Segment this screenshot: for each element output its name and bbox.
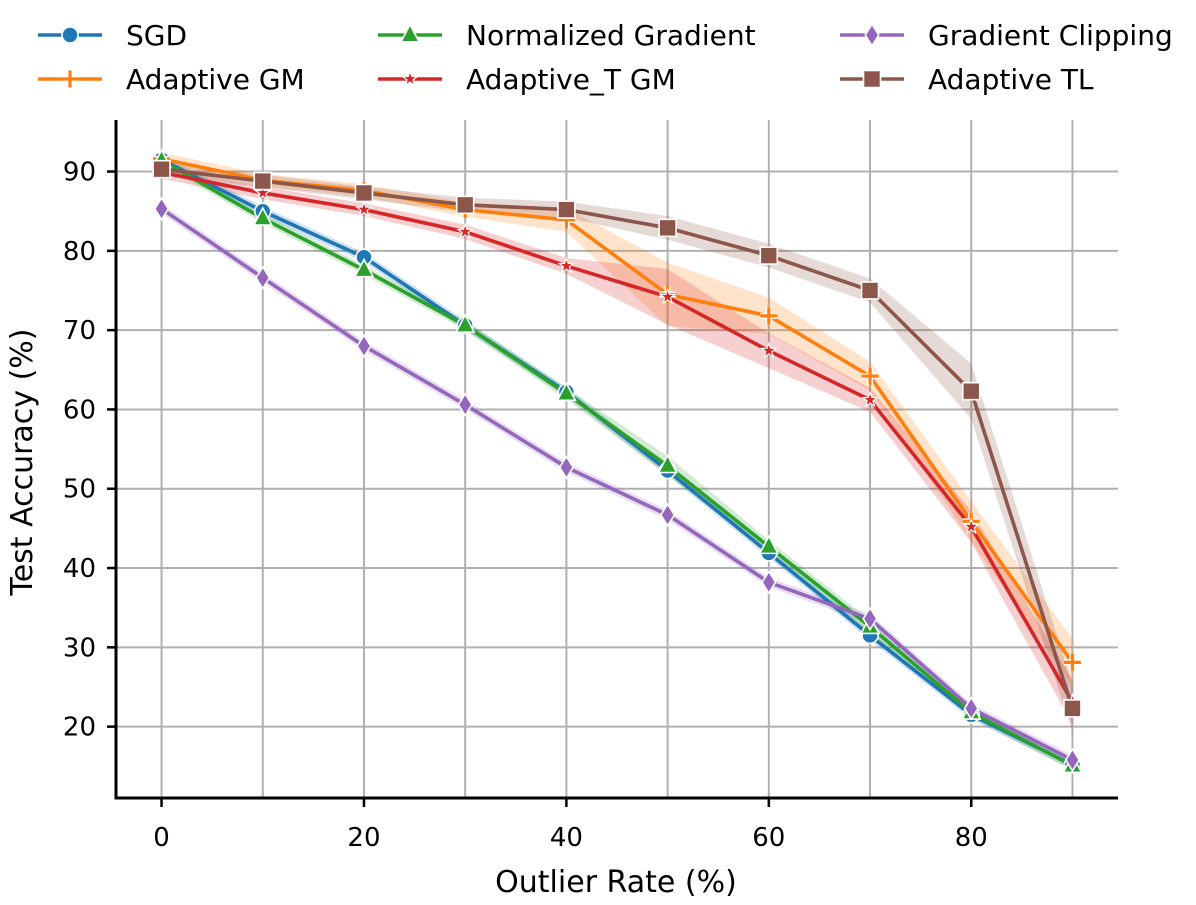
series-markers — [151, 148, 1083, 774]
point-adaptive-t-gm — [253, 183, 272, 201]
point-normalized-gradient — [252, 206, 274, 226]
point-normalized-gradient — [758, 534, 780, 555]
point-adaptive-tl — [354, 183, 374, 203]
point-gradient-clipping — [255, 265, 271, 291]
x-tick-label: 80 — [955, 823, 988, 853]
legend-label: Adaptive_T GM — [466, 63, 676, 96]
y-tick-label: 60 — [63, 395, 96, 425]
legend-swatch-marker — [864, 22, 880, 48]
x-tick-label: 0 — [153, 823, 170, 853]
point-adaptive-tl — [253, 171, 273, 191]
legend-item-gradient-clipping: Gradient Clipping — [840, 19, 1173, 52]
point-gradient-clipping — [963, 696, 979, 721]
y-axis-label: Test Accuracy (%) — [5, 328, 40, 596]
legend-item-sgd: SGD — [38, 19, 187, 52]
legend-label: Normalized Gradient — [466, 19, 756, 52]
legend-label: SGD — [126, 19, 187, 52]
point-gradient-clipping — [457, 392, 473, 417]
legend-item-adaptive-tl: Adaptive TL — [840, 63, 1094, 96]
point-adaptive-gm — [1063, 653, 1081, 671]
y-tick-label: 90 — [63, 158, 96, 188]
series-lines — [160, 157, 1075, 768]
point-adaptive-t-gm — [557, 256, 576, 274]
legend-swatch-marker — [401, 69, 419, 87]
line-adaptive-t-gm — [161, 170, 1075, 703]
plus-marker-stroke — [1063, 653, 1081, 671]
legend-item-normalized-gradient: Normalized Gradient — [378, 19, 756, 52]
legend: SGD Adaptive GM Normalized Gradient Adaptiv… — [38, 19, 1173, 96]
point-adaptive-gm — [861, 367, 879, 385]
plus-marker-stroke — [760, 307, 778, 325]
point-adaptive-t-gm — [962, 517, 981, 535]
plus-marker-stroke — [861, 367, 879, 385]
tick-labels: 0 20 40 60 80 20 30 40 50 60 70 80 90 — [63, 158, 988, 853]
legend-label: Gradient Clipping — [928, 19, 1173, 52]
point-normalized-gradient — [657, 453, 678, 474]
point-gradient-clipping — [1064, 747, 1081, 773]
point-gradient-clipping — [862, 606, 878, 632]
point-gradient-clipping — [659, 502, 676, 528]
legend-swatch-marker — [61, 26, 79, 44]
legend-swatch-marker — [61, 70, 79, 88]
legend-label: Adaptive GM — [126, 63, 305, 96]
legend-swatch-marker — [862, 69, 882, 89]
line-gradient-clipping — [160, 207, 1074, 762]
point-adaptive-tl — [455, 195, 475, 215]
legend-item-adaptive-gm: Adaptive GM — [38, 63, 305, 96]
point-adaptive-tl — [557, 200, 576, 219]
legend-swatch-marker — [399, 22, 421, 43]
x-axis-label: Outlier Rate (%) — [495, 865, 737, 900]
point-gradient-clipping — [356, 333, 372, 359]
y-tick-label: 80 — [63, 237, 96, 267]
point-gradient-clipping — [761, 569, 777, 595]
point-adaptive-t-gm — [456, 222, 474, 240]
line-normalized-gradient — [160, 158, 1074, 768]
point-adaptive-tl — [658, 218, 677, 238]
point-gradient-clipping — [153, 196, 170, 222]
band-normalized-gradient — [161, 155, 1073, 771]
y-tick-label: 20 — [63, 713, 96, 743]
point-adaptive-tl — [1063, 699, 1082, 718]
point-adaptive-t-gm — [861, 390, 879, 408]
x-tick-label: 60 — [752, 823, 785, 853]
point-adaptive-t-gm — [760, 341, 778, 359]
y-tick-label: 70 — [63, 316, 96, 346]
point-adaptive-t-gm — [355, 200, 373, 218]
point-normalized-gradient — [353, 257, 375, 278]
point-adaptive-tl — [759, 246, 779, 265]
point-normalized-gradient — [556, 381, 577, 402]
plus-marker-stroke — [61, 70, 79, 88]
y-tick-label: 30 — [63, 633, 96, 663]
point-gradient-clipping — [558, 455, 575, 480]
y-tick-label: 40 — [63, 554, 96, 584]
legend-label: Adaptive TL — [928, 63, 1094, 96]
point-adaptive-gm — [760, 307, 778, 325]
y-tick-label: 50 — [63, 475, 96, 505]
point-adaptive-tl — [860, 281, 880, 300]
band-adaptive-t-gm — [161, 165, 1073, 725]
point-adaptive-t-gm — [658, 287, 677, 305]
legend-item-adaptive-t-gm: Adaptive_T GM — [378, 63, 676, 96]
point-adaptive-tl — [152, 159, 171, 179]
point-normalized-gradient — [454, 313, 476, 333]
axes — [107, 120, 1118, 807]
point-adaptive-tl — [961, 381, 981, 401]
x-tick-label: 20 — [347, 823, 380, 853]
line-adaptive-tl — [161, 167, 1075, 709]
x-tick-label: 40 — [550, 823, 583, 853]
